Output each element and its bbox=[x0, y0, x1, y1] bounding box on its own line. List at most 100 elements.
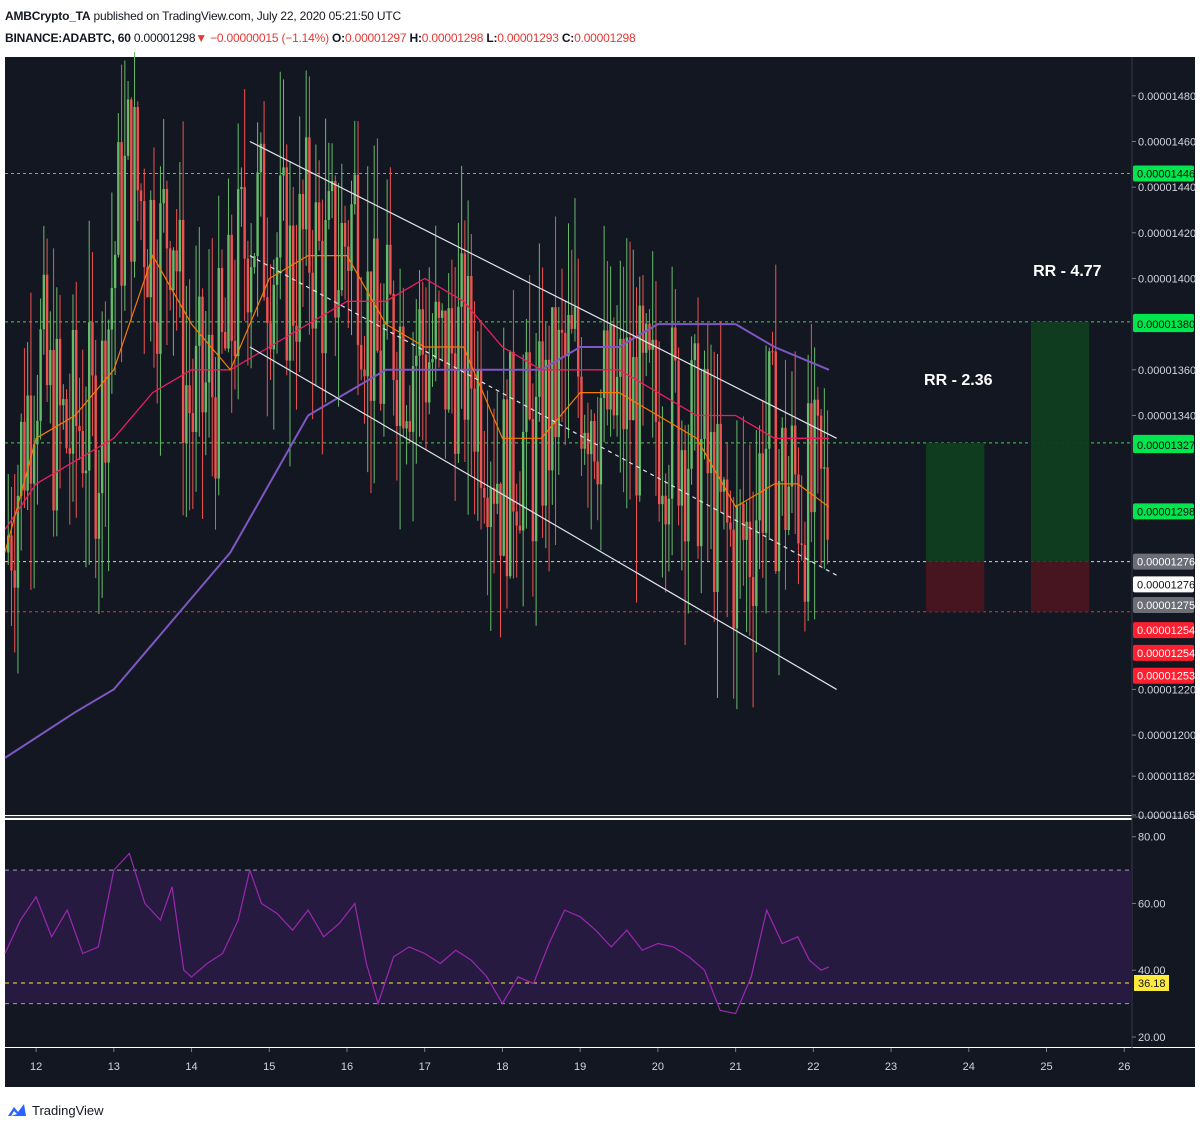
candle-body bbox=[806, 403, 810, 602]
candle-body bbox=[447, 308, 450, 410]
price-badge-bg bbox=[1133, 667, 1194, 684]
profit-zone bbox=[1030, 321, 1090, 562]
candle-body bbox=[385, 244, 389, 325]
high-label: H: bbox=[409, 31, 422, 45]
candle-body bbox=[593, 421, 596, 462]
candle-body bbox=[295, 325, 298, 342]
candle-body bbox=[797, 474, 800, 544]
candle-body bbox=[657, 421, 661, 505]
price-badge-label: 0.00001254 bbox=[1137, 648, 1195, 660]
candle-body bbox=[340, 222, 344, 291]
candle-body bbox=[156, 322, 159, 354]
candle-body bbox=[502, 399, 505, 556]
candle-body bbox=[664, 495, 667, 525]
candle-body bbox=[16, 495, 20, 588]
close-label: C: bbox=[561, 31, 575, 45]
symbol-name[interactable]: BINANCE:ADABTC, 60 bbox=[5, 31, 131, 45]
candle-body bbox=[23, 421, 26, 491]
candle-body bbox=[185, 385, 188, 443]
price-tick-label: 0.00001360 bbox=[1138, 365, 1196, 377]
candle-body bbox=[670, 327, 674, 499]
candle-body bbox=[683, 450, 687, 542]
price-axis-bg bbox=[1132, 57, 1195, 1047]
candle-body bbox=[602, 330, 606, 398]
price-chart[interactable]: RR - 2.36 RR - 4.77 0.00001480 0.00001460 0.… bbox=[0, 52, 1200, 1097]
candle-body bbox=[648, 323, 651, 350]
candle-body bbox=[496, 483, 499, 504]
time-tick-label: 22 bbox=[807, 1061, 819, 1073]
price-badge-label: 0.00001253 bbox=[1137, 671, 1195, 683]
candle-body bbox=[499, 483, 502, 556]
candle-body bbox=[350, 204, 353, 271]
candle-body bbox=[431, 359, 434, 363]
candles bbox=[7, 52, 829, 710]
candle-body bbox=[133, 107, 136, 262]
candle-body bbox=[521, 431, 525, 531]
candle-body bbox=[259, 143, 263, 173]
open-value: 0.00001297 bbox=[344, 31, 407, 45]
candle-body bbox=[421, 309, 424, 355]
candle-body bbox=[214, 397, 217, 479]
price-badge-label: 0.00001276 bbox=[1137, 557, 1195, 569]
candle-body bbox=[110, 288, 114, 330]
candle-body bbox=[165, 189, 169, 249]
profit-zone bbox=[926, 442, 985, 562]
candle-body bbox=[473, 388, 476, 452]
candle-body bbox=[732, 529, 735, 629]
price-badge-label: 0.00001254 bbox=[1137, 625, 1195, 637]
tradingview-logo-icon[interactable] bbox=[6, 1101, 28, 1119]
candle-body bbox=[45, 274, 49, 386]
candle-body bbox=[466, 276, 470, 420]
candle-body bbox=[628, 337, 632, 421]
candle-body bbox=[677, 360, 680, 506]
rsi-tick-label: 80.00 bbox=[1138, 832, 1166, 844]
candle-body bbox=[729, 522, 732, 530]
candle-body bbox=[292, 225, 295, 326]
candle-body bbox=[453, 353, 457, 454]
candle-body bbox=[243, 187, 246, 259]
candle-body bbox=[680, 450, 684, 506]
candle-body bbox=[619, 338, 622, 377]
candle-body bbox=[784, 427, 787, 531]
candle-body bbox=[288, 225, 292, 361]
candle-body bbox=[787, 486, 790, 531]
candle-body bbox=[557, 329, 560, 438]
candle-body bbox=[476, 369, 480, 452]
time-tick-label: 26 bbox=[1118, 1061, 1130, 1073]
candle-body bbox=[450, 308, 454, 354]
candle-body bbox=[534, 396, 538, 542]
open-label: O: bbox=[332, 31, 345, 45]
candle-body bbox=[372, 238, 376, 401]
candle-body bbox=[713, 431, 716, 593]
brand-text[interactable]: TradingView bbox=[32, 1102, 104, 1118]
candle-body bbox=[58, 338, 62, 406]
candle-body bbox=[327, 191, 331, 220]
candle-body bbox=[379, 350, 382, 404]
channel-upper-line bbox=[249, 140, 837, 439]
candle-body bbox=[236, 189, 240, 357]
down-arrow-icon: ▼ bbox=[195, 31, 207, 45]
time-tick-label: 20 bbox=[652, 1061, 664, 1073]
candle-body bbox=[761, 453, 765, 533]
candle-body bbox=[262, 143, 266, 298]
rsi-current-badge bbox=[1134, 974, 1169, 991]
author-name[interactable]: AMBCrypto_TA bbox=[5, 9, 91, 23]
price-badge-bg bbox=[1133, 644, 1194, 661]
candle-body bbox=[635, 357, 638, 496]
candle-body bbox=[330, 180, 334, 192]
time-tick-label: 15 bbox=[263, 1061, 275, 1073]
last-price: 0.00001298 bbox=[133, 31, 196, 45]
candle-body bbox=[709, 431, 713, 474]
candle-body bbox=[389, 244, 392, 294]
price-badge-bg bbox=[1133, 316, 1194, 333]
candle-body bbox=[207, 334, 211, 383]
price-badge-label: 0.00001276 bbox=[1137, 579, 1195, 591]
candle-body bbox=[113, 254, 117, 289]
candle-body bbox=[162, 189, 165, 204]
time-tick-label: 13 bbox=[108, 1061, 120, 1073]
candle-body bbox=[609, 324, 612, 410]
candle-body bbox=[97, 493, 101, 539]
loss-zone bbox=[1030, 561, 1090, 612]
candle-body bbox=[547, 359, 551, 471]
candle-body bbox=[518, 525, 522, 531]
